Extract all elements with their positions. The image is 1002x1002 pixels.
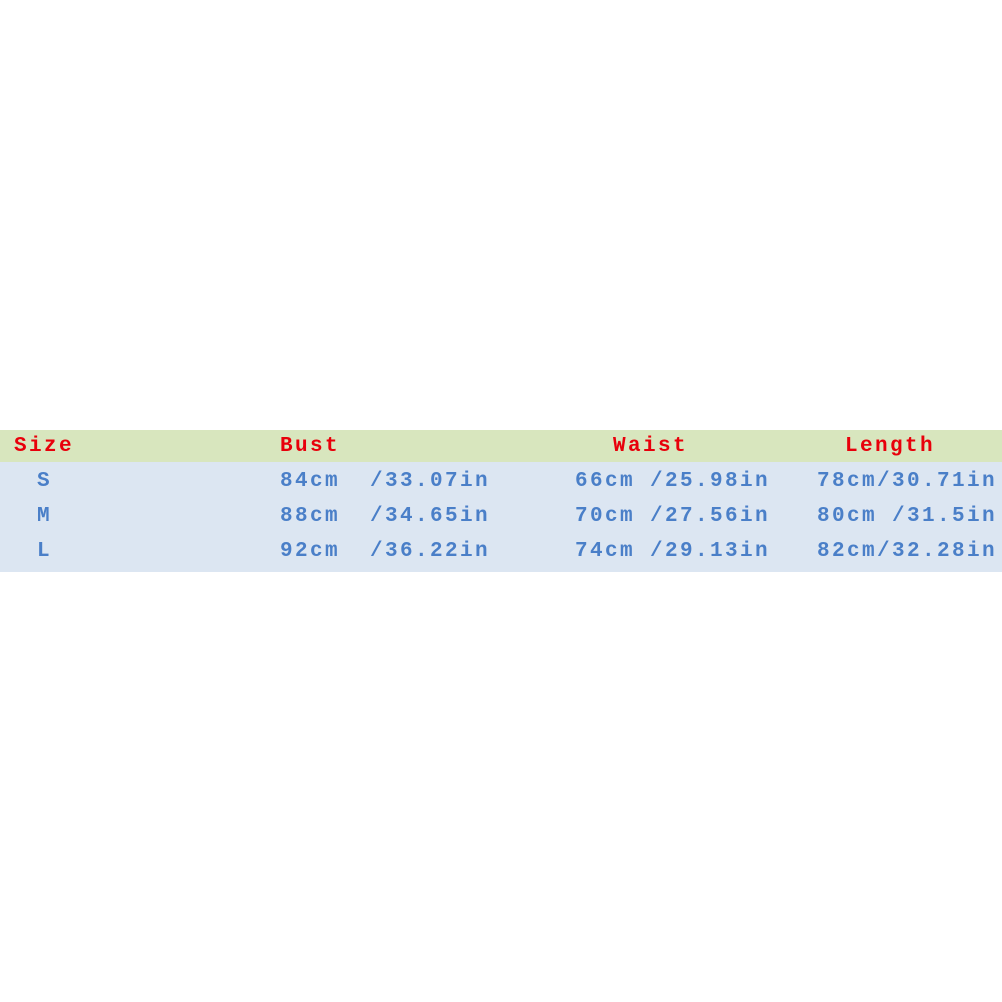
measure-cell: 78cm/30.71in <box>817 470 998 493</box>
size-cell: M <box>37 505 53 528</box>
measure-cell: 74cm /29.13in <box>575 540 771 563</box>
measure-cell: 66cm /25.98in <box>575 470 771 493</box>
header-band <box>0 430 1002 462</box>
measure-cell: 82cm/32.28in <box>817 540 998 563</box>
header-cell: Size <box>14 435 75 458</box>
header-cell: Waist <box>613 435 689 458</box>
measure-cell: 80cm /31.5in <box>817 505 998 528</box>
measure-cell: 70cm /27.56in <box>575 505 771 528</box>
size-cell: S <box>37 470 53 493</box>
measure-cell: 92cm /36.22in <box>280 540 491 563</box>
header-cell: Length <box>845 435 936 458</box>
measure-cell: 88cm /34.65in <box>280 505 491 528</box>
measure-cell: 84cm /33.07in <box>280 470 491 493</box>
body-band <box>0 462 1002 572</box>
size-cell: L <box>37 540 53 563</box>
header-cell: Bust <box>280 435 341 458</box>
